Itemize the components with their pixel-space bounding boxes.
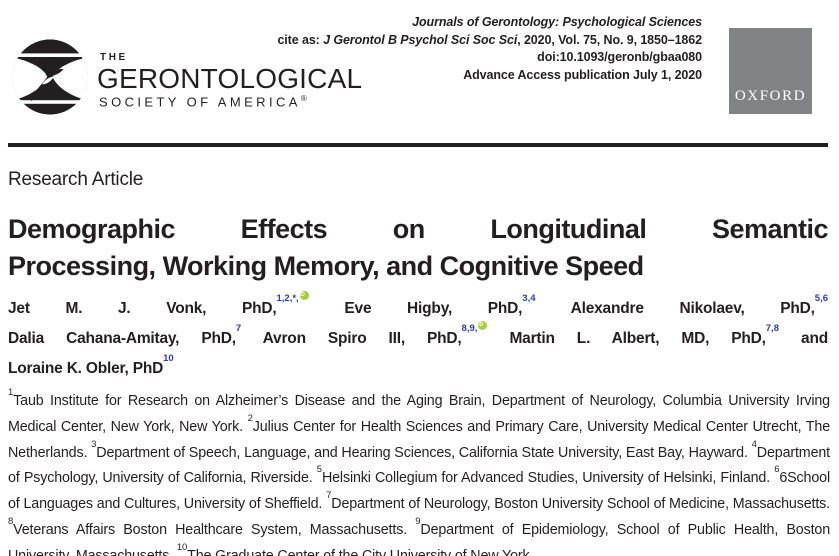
article-type-label: Research Article [8,169,144,190]
oxford-wordmark: OXFORD [734,88,807,104]
orcid-icon[interactable] [478,321,488,331]
author-lines: Jet M. J. Vonk, PhD,1,2,*, Eve Higby, Ph… [8,291,828,382]
affiliation-superscript: 8 [8,515,14,527]
author-superscript: 10 [163,353,174,365]
advance-access-line: Advance Access publication July 1, 2020 [463,67,702,82]
author-superscript: 3,4 [522,293,536,304]
gsa-logo-subtitle: SOCIETY OF AMERICA® [99,94,362,109]
author-superscript: 1,2,*, [277,291,309,304]
title-line-1: Demographic Effects on Longitudinal Sema… [8,214,829,244]
author-superscript: 8,9, [462,321,488,334]
cite-as-line: cite as: J Gerontol B Psychol Sci Soc Sc… [277,32,702,50]
cite-journal-abbrev: J Gerontol B Psychol Sci Soc Sci [323,32,518,47]
citation-block: Journals of Gerontology: Psychological S… [277,14,702,84]
gsa-logo-text: THE GERONTOLOGICAL SOCIETY OF AMERICA® [97,36,362,109]
orcid-icon[interactable] [299,291,309,300]
affiliation-superscript: 3 [91,438,97,450]
registered-mark: ® [300,94,307,103]
affiliation-superscript: 9 [415,515,421,527]
author-line: Loraine K. Obler, PhD10 [8,353,174,378]
gsa-hourglass-icon [10,36,90,118]
affiliation-superscript: 6 [774,464,780,476]
oxford-press-logo: OXFORD [729,28,812,114]
gsa-logo-name: GERONTOLOGICAL [97,63,363,94]
affiliation-superscript: 7 [326,490,332,502]
author-line: Dalia Cahana-Amitay, PhD,7 Avron Spiro I… [8,321,828,352]
affiliation-superscript: 2 [247,412,253,424]
affiliations-paragraph: 1Taub Institute for Research on Alzheime… [8,387,830,556]
journal-name-line: Journals of Gerontology: Psychological S… [412,15,702,29]
gsa-subtitle-text: SOCIETY OF AMERICA [99,94,301,110]
author-superscript: 5,6 [814,293,828,304]
cite-as-prefix: cite as: [277,32,324,47]
affiliation-superscript: 5 [316,464,322,476]
article-title: Demographic Effects on Longitudinal Sema… [8,211,829,285]
title-line-2: Processing, Working Memory, and Cognitiv… [8,251,644,281]
affiliation-superscript: 1 [8,387,14,398]
gsa-logo: THE GERONTOLOGICAL SOCIETY OF AMERICA® [10,36,362,118]
author-line: Jet M. J. Vonk, PhD,1,2,*, Eve Higby, Ph… [8,291,828,322]
doi-line: doi:10.1093/geronb/gbaa080 [537,50,702,64]
affiliation-superscript: 4 [751,438,757,450]
author-superscript: 7 [235,323,242,335]
affiliation-superscript: 10 [176,541,188,553]
header-divider [8,143,828,147]
author-superscript: 7,8 [765,323,779,335]
cite-volume-pages: , 2020, Vol. 75, No. 9, 1850–1862 [517,32,702,47]
gsa-logo-the: THE [100,52,128,63]
